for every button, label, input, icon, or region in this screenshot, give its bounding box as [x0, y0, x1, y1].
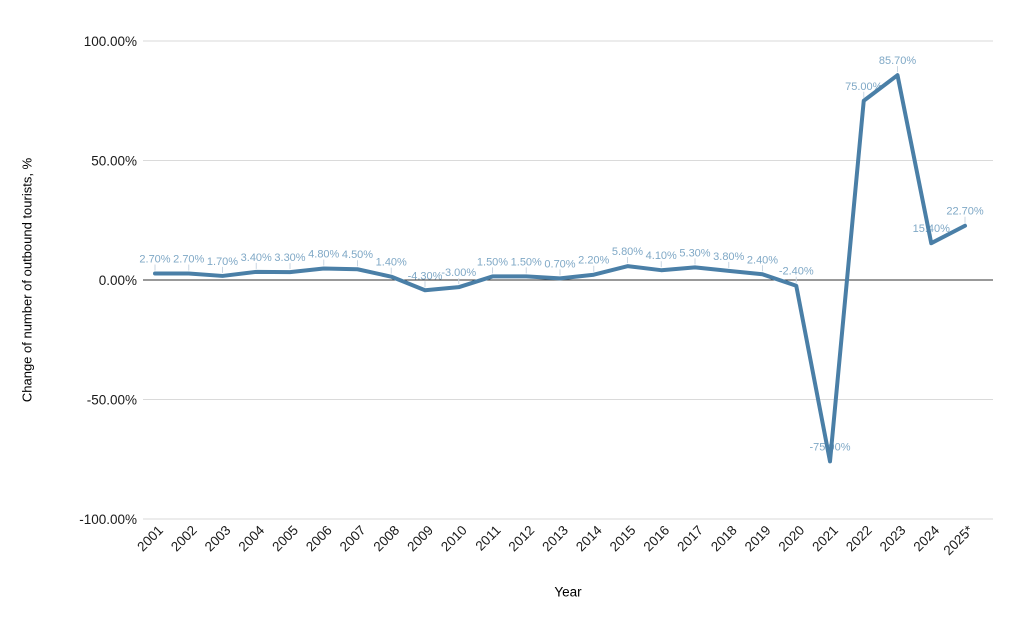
annotation-label: 1.50% — [477, 256, 508, 268]
x-tick-label: 2013 — [539, 523, 571, 555]
y-tick-label: -50.00% — [87, 393, 137, 408]
annotation-label: 0.70% — [544, 258, 575, 270]
y-tick-label: 100.00% — [84, 34, 137, 49]
annotation-label: 3.80% — [713, 251, 744, 263]
annotation-label: 1.70% — [207, 256, 238, 268]
annotation-label: 1.40% — [376, 257, 407, 269]
y-tick-label: -100.00% — [79, 512, 137, 527]
series-line — [153, 73, 967, 464]
x-tick-label: 2004 — [236, 522, 268, 554]
annotation-label: -2.40% — [779, 266, 814, 278]
annotation-label: 4.80% — [308, 249, 339, 261]
y-tick-label: 0.00% — [99, 273, 137, 288]
x-tick-label: 2021 — [809, 523, 841, 555]
x-tick-label: 2019 — [742, 523, 774, 555]
annotation-label: -3.00% — [441, 267, 476, 279]
x-tick-label: 2009 — [404, 523, 436, 555]
x-tick-label: 2016 — [641, 523, 673, 555]
annotation-label: 3.40% — [241, 252, 272, 264]
annotation-label: 2.20% — [578, 255, 609, 267]
x-tick-label: 2001 — [134, 523, 166, 555]
annotation-label: 5.80% — [612, 246, 643, 258]
x-tick-label: 2025* — [941, 522, 977, 558]
annotation-label: 3.30% — [274, 252, 305, 264]
y-tick-label: 50.00% — [91, 154, 137, 169]
x-tick-label: 2020 — [776, 523, 808, 555]
annotation-label: 2.70% — [139, 254, 170, 266]
annotation-label: 5.30% — [679, 247, 710, 259]
x-tick-label: 2002 — [168, 523, 200, 555]
x-tick-label: 2024 — [911, 522, 943, 554]
x-tick-label: 2014 — [573, 522, 605, 554]
x-tick-label: 2008 — [371, 523, 403, 555]
x-tick-label: 2006 — [303, 523, 335, 555]
annotation-label: 4.10% — [646, 250, 677, 262]
annotation-label: 2.70% — [173, 254, 204, 266]
x-tick-label: 2015 — [607, 523, 639, 555]
x-tick-label: 2007 — [337, 523, 369, 555]
annotation-label: 1.50% — [511, 256, 542, 268]
annotation-label: 85.70% — [879, 55, 917, 67]
y-axis-title: Change of number of outbound tourists, % — [19, 157, 35, 403]
annotation-label: 15.40% — [913, 223, 951, 235]
annotation-label: -4.30% — [408, 270, 443, 282]
x-tick-label: 2010 — [438, 523, 470, 555]
x-axis-title: Year — [554, 584, 582, 600]
x-tick-label: 2005 — [269, 523, 301, 555]
x-tick-label: 2022 — [843, 523, 875, 555]
annotation-label: 75.00% — [845, 81, 883, 93]
x-tick-label: 2011 — [472, 523, 503, 554]
annotation-label: 4.50% — [342, 249, 373, 261]
x-tick-label: 2018 — [708, 523, 740, 555]
x-tick-label: 2012 — [506, 523, 538, 555]
annotation-label: 22.70% — [946, 206, 984, 218]
x-tick-label: 2023 — [877, 523, 909, 555]
annotation-label: 2.40% — [747, 254, 778, 266]
x-tick-label: 2003 — [202, 523, 234, 555]
x-tick-label: 2017 — [674, 523, 706, 555]
